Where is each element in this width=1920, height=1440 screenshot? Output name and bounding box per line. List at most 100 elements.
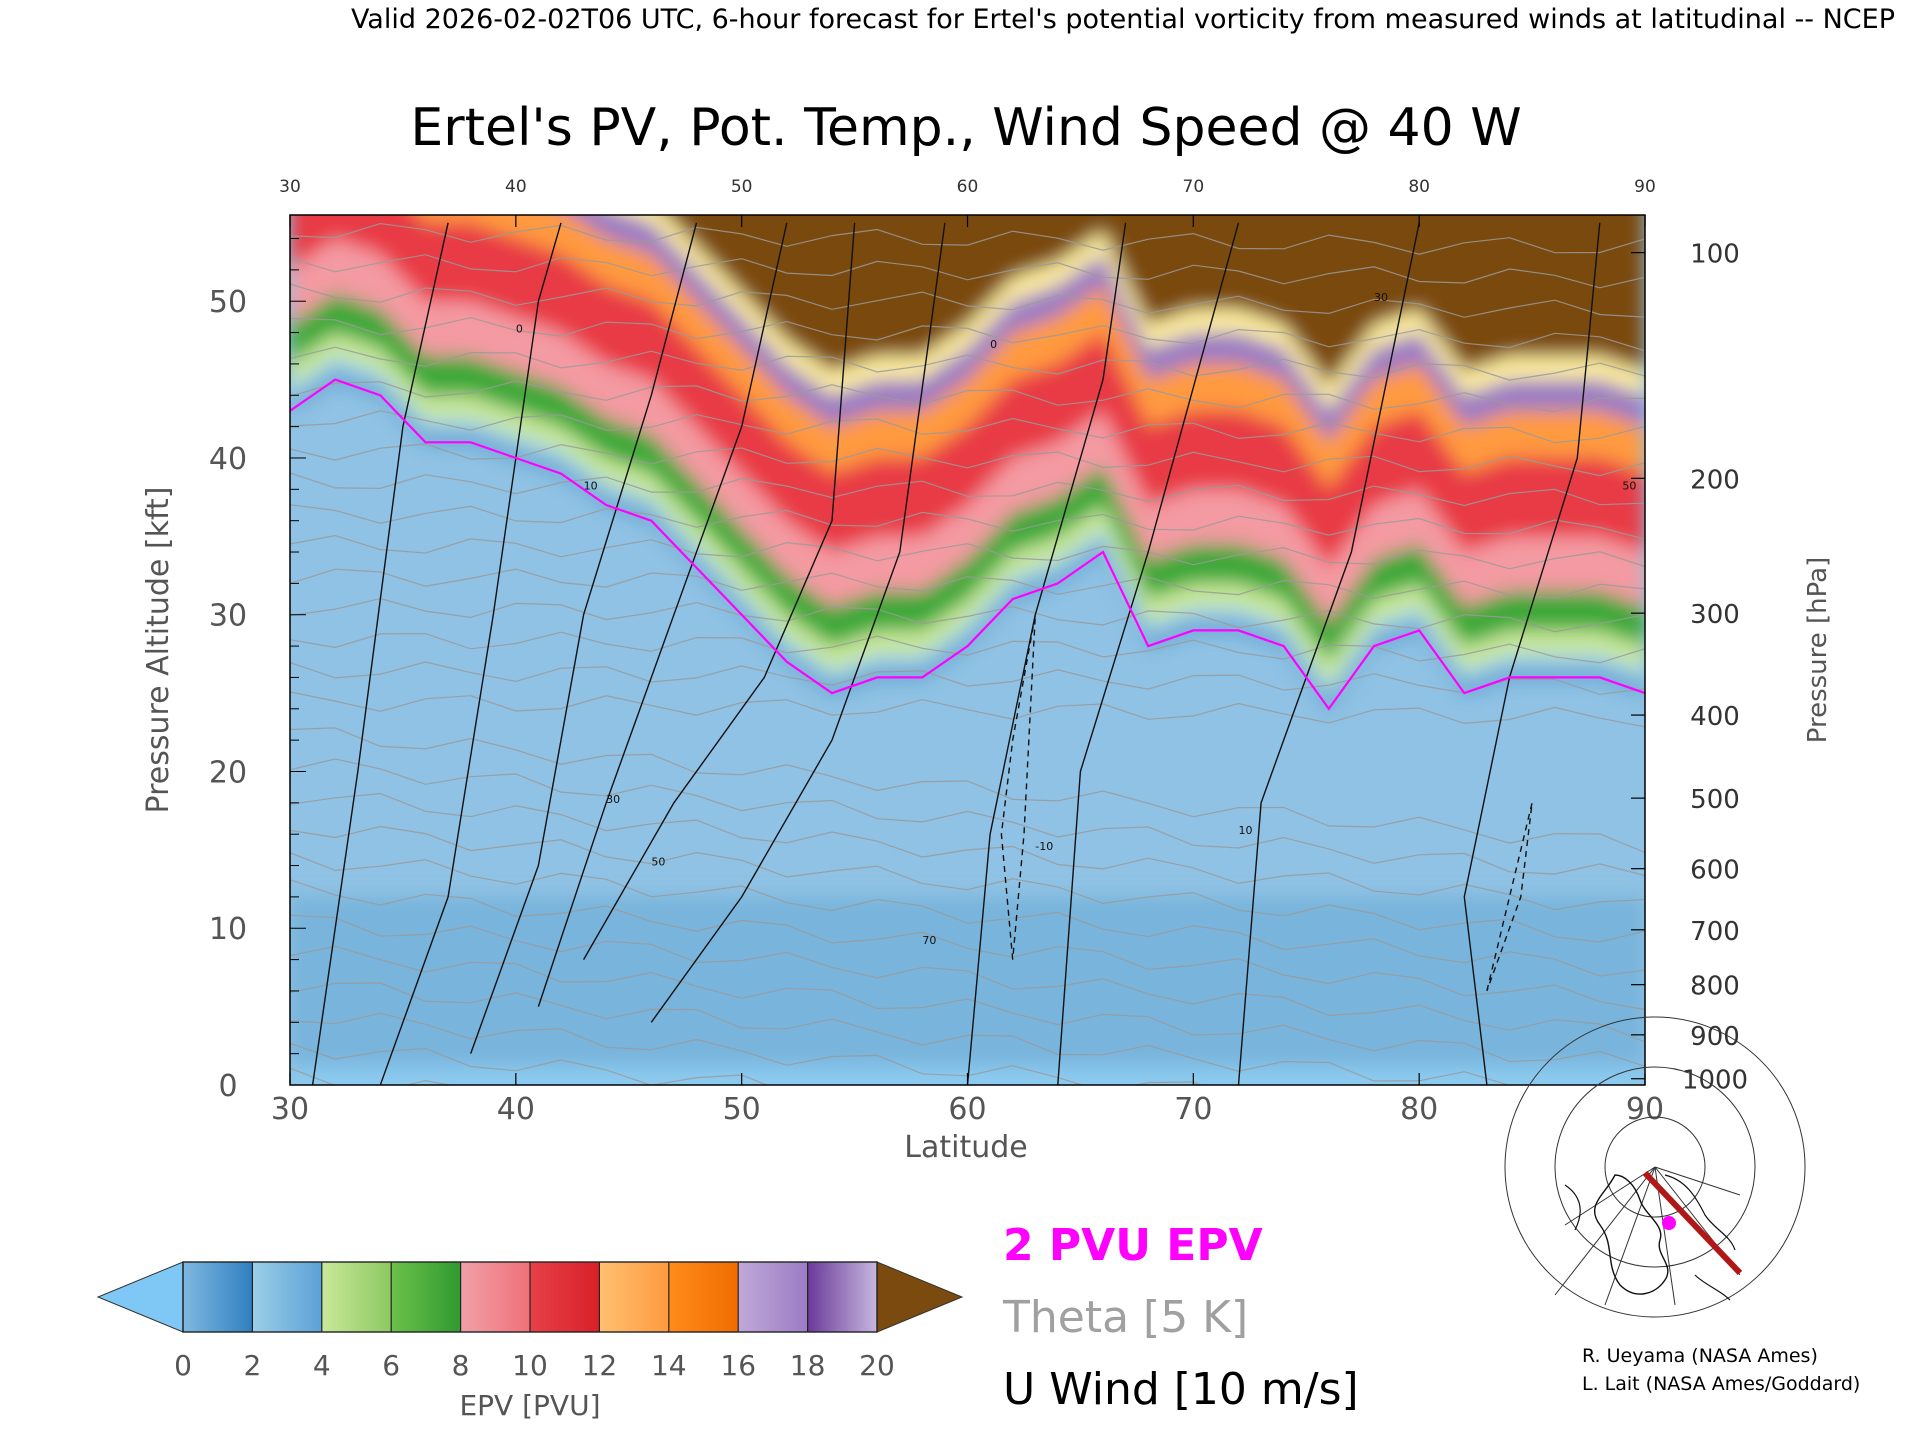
colorbar-tick-label: 4 — [313, 1349, 331, 1382]
x-top-tick-label: 90 — [1634, 177, 1656, 197]
pressure-tick-label: 500 — [1690, 785, 1740, 815]
colorbar-tick-label: 2 — [243, 1349, 261, 1382]
colorbar-band — [321, 1262, 392, 1332]
wind-label: 10 — [1239, 824, 1253, 837]
theta-contour — [290, 568, 1645, 600]
pressure-tick-label: 300 — [1690, 600, 1740, 630]
x-tick-label: 80 — [1400, 1092, 1438, 1127]
x-top-tick-label: 40 — [505, 177, 527, 197]
wind-label: 10 — [584, 479, 598, 492]
pressure-tick-label: 900 — [1690, 1022, 1740, 1052]
wind-label: 50 — [651, 856, 665, 869]
wind-contour — [470, 222, 698, 1054]
theta-contour — [290, 283, 1645, 318]
wind-contour — [966, 222, 1127, 1085]
colorbar-tick-label: 10 — [512, 1349, 548, 1382]
pv-2pvu-contour — [290, 378, 1645, 711]
colorbar-over-arrow — [876, 1261, 964, 1333]
pressure-tick-label: 600 — [1690, 856, 1740, 886]
x-top-tick-label: 60 — [957, 177, 979, 197]
polar-map-icon — [1504, 1016, 1806, 1318]
colorbar: 0 2 4 6 8 10 12 14 16 18 20 — [96, 1261, 964, 1382]
wind-label: 30 — [606, 793, 620, 806]
wind-label: 70 — [922, 934, 936, 947]
theta-contour — [290, 661, 1645, 695]
colorbar-tick-label: 12 — [582, 1349, 618, 1382]
colorbar-band — [738, 1262, 809, 1332]
colorbar-under-arrow — [96, 1261, 184, 1333]
y-tick-label: 30 — [209, 599, 247, 634]
colorbar-band — [599, 1262, 670, 1332]
colorbar-band — [668, 1262, 739, 1332]
colorbar-frame — [182, 1261, 878, 1333]
wind-contour — [582, 222, 856, 960]
colorbar-label: EPV [PVU] — [459, 1389, 600, 1422]
theta-contour — [290, 945, 1645, 1067]
x-tick-label: 90 — [1626, 1092, 1664, 1127]
x-top-tick-label: 30 — [279, 177, 301, 197]
wind-contour — [311, 222, 449, 1085]
pressure-tick-label: 400 — [1690, 702, 1740, 732]
theta-contour — [290, 792, 1645, 911]
x-top-tick-label: 70 — [1183, 177, 1205, 197]
credit-line-2: L. Lait (NASA Ames/Goddard) — [1582, 1373, 1860, 1395]
wind-label: 50 — [1622, 479, 1636, 492]
wind-contour — [650, 222, 946, 1023]
y-tick-label: 20 — [209, 755, 247, 790]
chart-title: Ertel's PV, Pot. Temp., Wind Speed @ 40 … — [410, 98, 1521, 158]
colorbar-band — [183, 1262, 253, 1332]
wind-label: 0 — [516, 323, 523, 336]
wind-label: 30 — [1374, 291, 1388, 304]
theta-contour — [290, 316, 1645, 352]
pv-field — [290, 215, 1645, 1085]
colorbar-tick-label: 6 — [382, 1349, 400, 1382]
y-tick-label: 40 — [209, 442, 247, 477]
theta-contour — [290, 852, 1645, 977]
theta-contour — [290, 534, 1645, 570]
theta-contour — [290, 914, 1645, 1043]
plot-area: 0 10 30 50 70 -10 0 10 30 50 30 40 50 60 70 80 90 30 40 50… — [209, 177, 1748, 1127]
x-tick-label: 40 — [497, 1092, 535, 1127]
colorbar-tick-label: 14 — [651, 1349, 687, 1382]
field-band — [666, 215, 1645, 388]
theta-contour — [290, 380, 1645, 413]
y-axis-label: Pressure Altitude [kft] — [141, 487, 176, 814]
legend-theta: Theta [5 K] — [1002, 1292, 1248, 1343]
colorbar-tick-label: 0 — [174, 1349, 192, 1382]
legend-wind: U Wind [10 m/s] — [1003, 1364, 1359, 1415]
theta-contour — [290, 346, 1645, 381]
x-tick-label: 70 — [1174, 1092, 1212, 1127]
colorbar-band — [391, 1262, 462, 1332]
wind-label: -10 — [1035, 840, 1053, 853]
theta-contour — [290, 254, 1645, 289]
credit-line-1: R. Ueyama (NASA Ames) — [1582, 1345, 1818, 1367]
legend-pv: 2 PVU EPV — [1003, 1220, 1263, 1271]
x-top-tick-label: 50 — [731, 177, 753, 197]
x-tick-label: 50 — [723, 1092, 761, 1127]
y-tick-label: 50 — [209, 285, 247, 320]
colorbar-tick-label: 8 — [452, 1349, 470, 1382]
pressure-tick-label: 200 — [1690, 465, 1740, 495]
x-tick-label: 60 — [948, 1092, 986, 1127]
colorbar-band — [807, 1262, 878, 1332]
wind-contour-negative — [1486, 802, 1533, 992]
pressure-tick-label: 100 — [1690, 240, 1740, 270]
pv-2pvu-line — [290, 378, 1645, 711]
colorbar-tick-label: 16 — [720, 1349, 756, 1382]
theta-contour — [290, 758, 1645, 877]
wind-contour — [1057, 222, 1240, 1085]
theta-contour — [290, 879, 1645, 1011]
pressure-tick-label: 1000 — [1682, 1066, 1748, 1096]
wind-label: 0 — [990, 338, 997, 351]
colorbar-tick-label: 20 — [859, 1349, 895, 1382]
colorbar-band — [530, 1262, 600, 1332]
theta-contour — [290, 504, 1645, 540]
theta-contour — [290, 472, 1645, 507]
wind-contour — [537, 222, 788, 1007]
theta-contour — [290, 825, 1645, 943]
wind-contour-negative — [1000, 614, 1036, 960]
wind-contour — [379, 222, 562, 1085]
theta-contour — [290, 691, 1645, 728]
